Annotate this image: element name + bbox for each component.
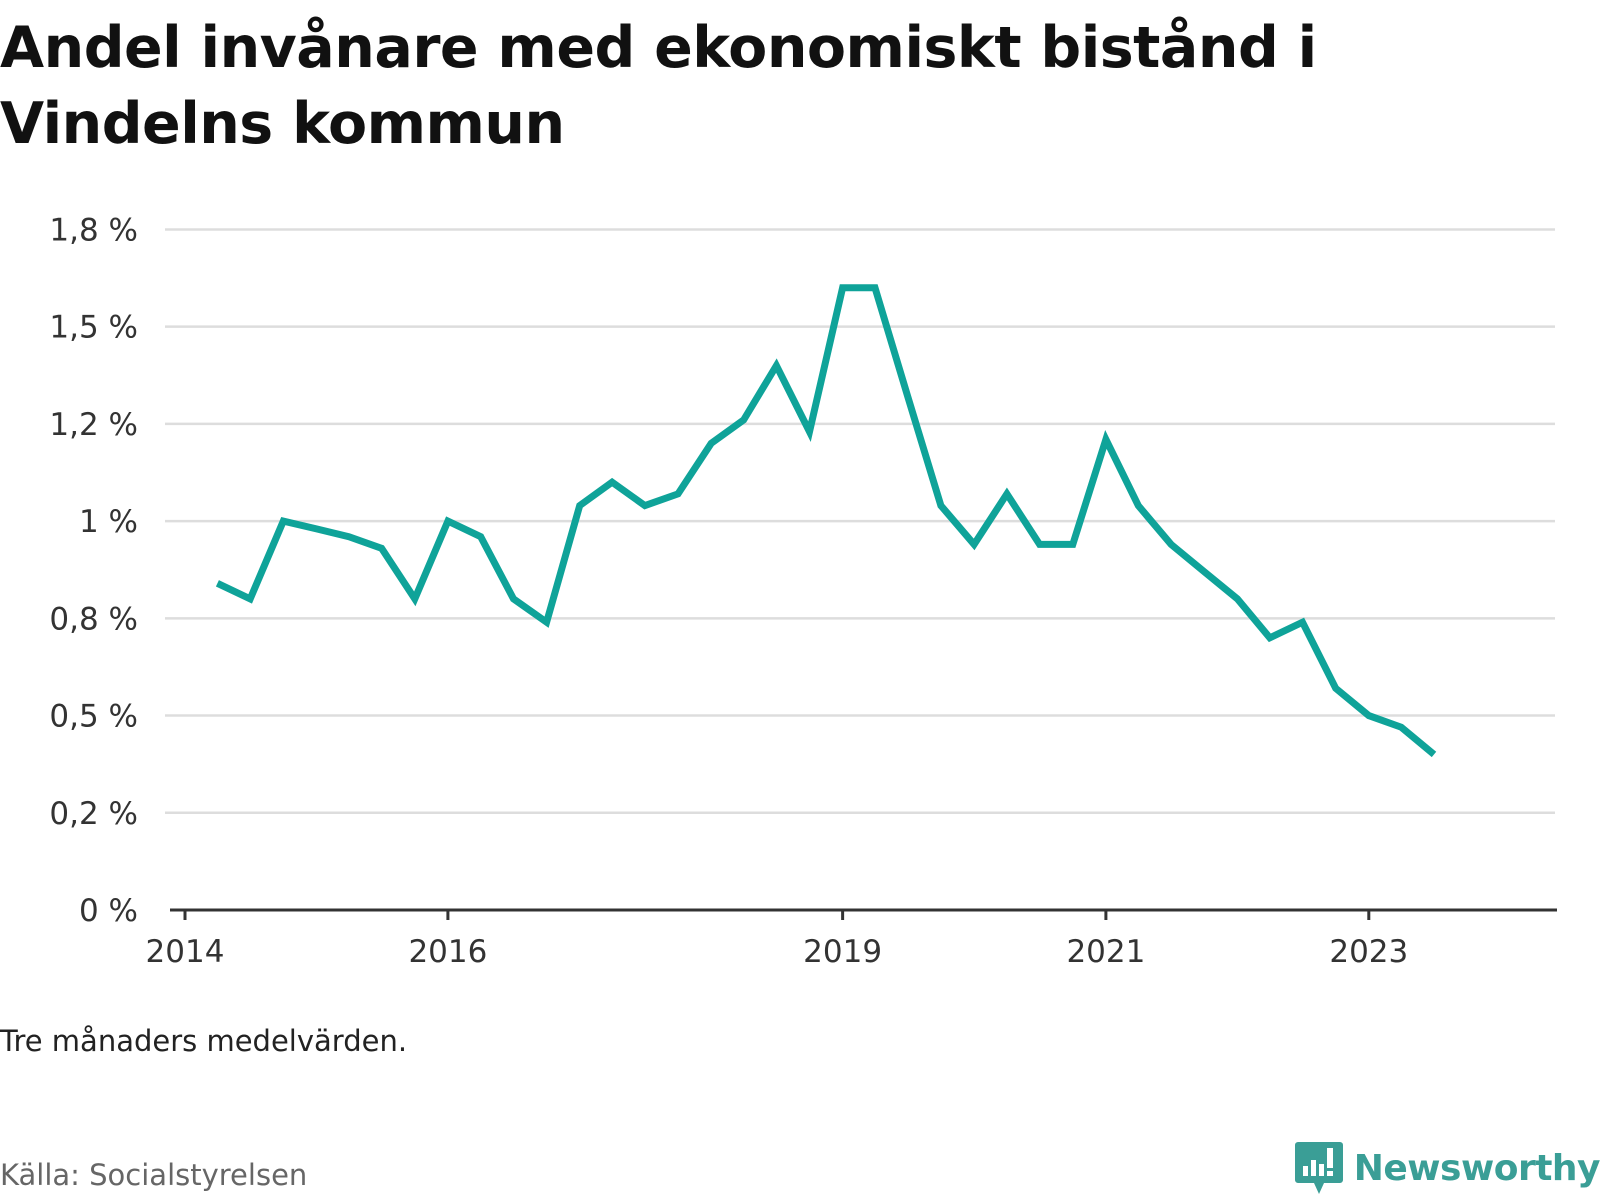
y-tick-label: 1,5 % <box>49 310 138 346</box>
y-tick-label: 0 % <box>79 893 138 929</box>
source-credit: Källa: Socialstyrelsen <box>0 1158 308 1192</box>
x-tick-label: 2019 <box>803 934 882 970</box>
y-axis-ticks: 0 % 0,2 % 0,5 % 0,8 % 1 % 1,2 % 1,5 % 1,8 % <box>49 212 138 929</box>
chart-title: Andel invånare med ekonomiskt bistånd i … <box>0 15 1317 157</box>
brand-name: Newsworthy <box>1353 1147 1600 1189</box>
series-layer <box>215 284 1437 758</box>
y-tick-label: 0,5 % <box>49 699 138 735</box>
newsworthy-logo-icon <box>1294 1142 1343 1194</box>
x-tick-label: 2021 <box>1066 934 1145 970</box>
y-tick-label: 0,8 % <box>49 601 138 637</box>
x-tick-label: 2014 <box>146 934 225 970</box>
y-tick-label: 0,2 % <box>49 796 138 832</box>
x-axis: 2014 2016 2019 2021 2023 <box>146 908 1557 970</box>
x-tick-label: 2016 <box>408 934 487 970</box>
y-tick-label: 1,8 % <box>49 212 138 248</box>
y-tick-label: 1 % <box>79 504 138 540</box>
x-tick-label: 2023 <box>1329 934 1408 970</box>
series-line <box>215 284 1437 758</box>
y-tick-label: 1,2 % <box>49 407 138 443</box>
chart-note: Tre månaders medelvärden. <box>0 1024 408 1058</box>
brand-logo: Newsworthy <box>1294 1138 1600 1198</box>
gridlines <box>165 228 1555 815</box>
